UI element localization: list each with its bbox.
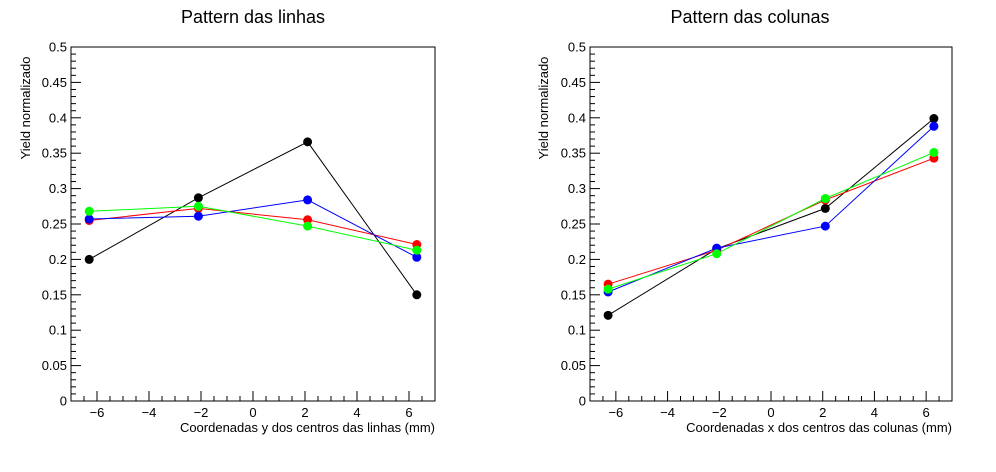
y-tick-label: 0.05 xyxy=(42,358,67,373)
series-3-point xyxy=(303,195,313,205)
series-4-line xyxy=(89,205,417,251)
plot-frame xyxy=(589,46,953,402)
chart-title: Pattern das colunas xyxy=(670,7,829,27)
series-2-line xyxy=(607,157,935,285)
y-tick-label: 0.45 xyxy=(42,75,67,90)
x-tick-label: 2 xyxy=(301,405,308,420)
series-3-point xyxy=(929,121,939,131)
series-4-point xyxy=(712,249,722,259)
y-tick-label: 0.3 xyxy=(568,181,586,196)
x-tick-label: −2 xyxy=(194,405,209,420)
series-1-point xyxy=(603,310,613,320)
series-4-line xyxy=(607,152,935,290)
y-tick-label: 0.25 xyxy=(42,217,67,232)
y-tick-label: 0.15 xyxy=(42,287,67,302)
series-4-point xyxy=(193,201,203,211)
y-tick-label: 0.2 xyxy=(568,252,586,267)
y-tick-label: 0.1 xyxy=(49,323,67,338)
x-tick-label: 6 xyxy=(405,405,412,420)
x-tick-label: 0 xyxy=(767,405,774,420)
x-axis-label: Coordenadas y dos centros das linhas (mm… xyxy=(180,420,435,435)
y-tick-label: 0.3 xyxy=(49,181,67,196)
series-3-line xyxy=(89,199,418,258)
y-tick-label: 0.4 xyxy=(49,110,67,125)
series-1-point xyxy=(193,193,203,203)
y-tick-label: 0.05 xyxy=(561,358,586,373)
series-2-point xyxy=(303,215,313,225)
series-3-line xyxy=(607,125,935,293)
x-tick-label: −2 xyxy=(712,405,727,420)
y-tick-label: 0.4 xyxy=(568,110,586,125)
x-tick-label: 4 xyxy=(353,405,360,420)
series-1-point xyxy=(820,203,830,213)
series-4-point xyxy=(820,194,830,204)
series-4-point xyxy=(84,206,94,216)
series-3-point xyxy=(412,252,422,262)
x-tick-label: 4 xyxy=(871,405,878,420)
x-tick-label: 0 xyxy=(249,405,256,420)
y-axis-label: Yield normalizado xyxy=(536,57,551,160)
y-tick-label: 0.2 xyxy=(49,252,67,267)
series-4-point xyxy=(603,284,613,294)
series-3-point xyxy=(820,221,830,231)
series-2-line xyxy=(89,207,417,245)
x-tick-label: −6 xyxy=(608,405,623,420)
series-1-point xyxy=(929,114,939,124)
y-tick-label: 0.25 xyxy=(561,217,586,232)
series-1-point xyxy=(303,137,313,147)
x-tick-label: −4 xyxy=(142,405,157,420)
y-tick-label: 0.45 xyxy=(561,75,586,90)
chart-title: Pattern das linhas xyxy=(181,7,325,27)
y-tick-label: 0.1 xyxy=(568,323,586,338)
series-1-point xyxy=(412,290,422,300)
series-1-line xyxy=(88,141,418,296)
x-axis-label: Coordenadas x dos centros das colunas (m… xyxy=(686,420,952,435)
y-tick-label: 0.35 xyxy=(561,146,586,161)
series-4-point xyxy=(303,221,313,231)
y-tick-label: 0.15 xyxy=(561,287,586,302)
y-axis-label: Yield normalizado xyxy=(18,57,33,160)
chart-panel-2: Pattern das colunas Coordenadas x dos cen… xyxy=(536,7,953,435)
x-tick-label: 2 xyxy=(819,405,826,420)
series-3-point xyxy=(84,214,94,224)
y-tick-label: 0.5 xyxy=(568,40,586,55)
plot-frame xyxy=(70,46,436,402)
series-4-point xyxy=(929,147,939,157)
y-tick-label: 0 xyxy=(60,394,67,409)
y-tick-label: 0.5 xyxy=(49,40,67,55)
series-1-point xyxy=(84,254,94,264)
y-tick-label: 0.35 xyxy=(42,146,67,161)
series-1-line xyxy=(607,118,935,316)
series-3-point xyxy=(193,211,203,221)
x-tick-label: 6 xyxy=(923,405,930,420)
x-tick-label: −4 xyxy=(660,405,675,420)
series-4-point xyxy=(412,245,422,255)
y-tick-label: 0 xyxy=(579,394,586,409)
chart-panel-1: Pattern das linhas Coordenadas y dos cent… xyxy=(18,7,436,435)
x-tick-label: −6 xyxy=(90,405,105,420)
